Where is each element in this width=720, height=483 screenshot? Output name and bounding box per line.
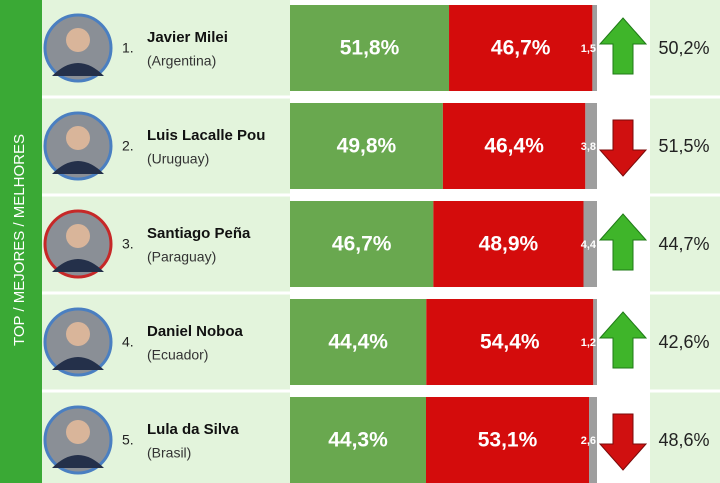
value-label: 53,1% xyxy=(478,429,538,452)
trend-down-arrow xyxy=(598,119,648,177)
photo-head xyxy=(66,420,90,444)
previous-panel xyxy=(650,0,720,483)
bar-segment xyxy=(290,397,427,483)
previous-value: 50,2% xyxy=(658,38,709,58)
name: Luis Lacalle Pou xyxy=(147,127,265,144)
bar-segment xyxy=(290,103,443,189)
photo-body xyxy=(52,259,104,272)
bar-segment xyxy=(449,5,593,91)
name: Javier Milei xyxy=(147,29,228,46)
trend-up-arrow xyxy=(598,213,648,271)
value-label: 46,7% xyxy=(491,37,551,60)
bar-segment xyxy=(290,5,450,91)
name: Daniel Noboa xyxy=(147,323,244,340)
rank: 2. xyxy=(122,138,134,154)
photo-body xyxy=(52,357,104,370)
value-label: 44,3% xyxy=(328,429,388,452)
photo-head xyxy=(66,224,90,248)
value-label: 2,6 xyxy=(581,435,596,447)
bar-segment xyxy=(593,299,597,385)
bar-segment xyxy=(583,201,597,287)
name: Santiago Peña xyxy=(147,225,251,242)
bar-segment xyxy=(426,397,590,483)
value-label: 54,4% xyxy=(480,331,540,354)
side-strip xyxy=(0,0,42,483)
value-label: 51,8% xyxy=(340,37,400,60)
previous-value: 48,6% xyxy=(658,430,709,450)
photo-body xyxy=(52,63,104,76)
value-label: 3,8 xyxy=(581,141,596,153)
bar-segment xyxy=(290,299,427,385)
value-label: 44,4% xyxy=(328,331,388,354)
previous-value: 44,7% xyxy=(658,234,709,254)
rank: 4. xyxy=(122,334,134,350)
rank: 5. xyxy=(122,432,134,448)
bar-segment xyxy=(589,397,597,483)
country: (Ecuador) xyxy=(147,347,208,363)
trend-up-arrow xyxy=(598,17,648,75)
name: Lula da Silva xyxy=(147,421,239,438)
bar-segment xyxy=(290,201,434,287)
photo-head xyxy=(66,126,90,150)
value-label: 1,2 xyxy=(581,337,596,349)
value-label: 46,7% xyxy=(332,233,392,256)
bar-segment xyxy=(592,5,597,91)
value-label: 46,4% xyxy=(484,135,544,158)
rank: 1. xyxy=(122,40,134,56)
photo-head xyxy=(66,28,90,52)
photo-body xyxy=(52,455,104,468)
country: (Paraguay) xyxy=(147,249,216,265)
previous-value: 51,5% xyxy=(658,136,709,156)
value-label: 49,8% xyxy=(337,135,397,158)
value-label: 48,9% xyxy=(479,233,539,256)
country: (Argentina) xyxy=(147,53,216,69)
country: (Uruguay) xyxy=(147,151,209,167)
bar-segment xyxy=(433,201,584,287)
value-label: 4,4 xyxy=(581,239,597,251)
bar-segment xyxy=(585,103,597,189)
previous-value: 42,6% xyxy=(658,332,709,352)
country: (Brasil) xyxy=(147,445,191,461)
bar-segment xyxy=(426,299,594,385)
bar-segment xyxy=(442,103,586,189)
value-label: 1,5 xyxy=(581,43,596,55)
side-label: TOP / MEJORES / MELHORES xyxy=(11,134,28,346)
trend-up-arrow xyxy=(598,311,648,369)
rank: 3. xyxy=(122,236,134,252)
photo-body xyxy=(52,161,104,174)
trend-down-arrow xyxy=(598,413,648,471)
photo-head xyxy=(66,322,90,346)
